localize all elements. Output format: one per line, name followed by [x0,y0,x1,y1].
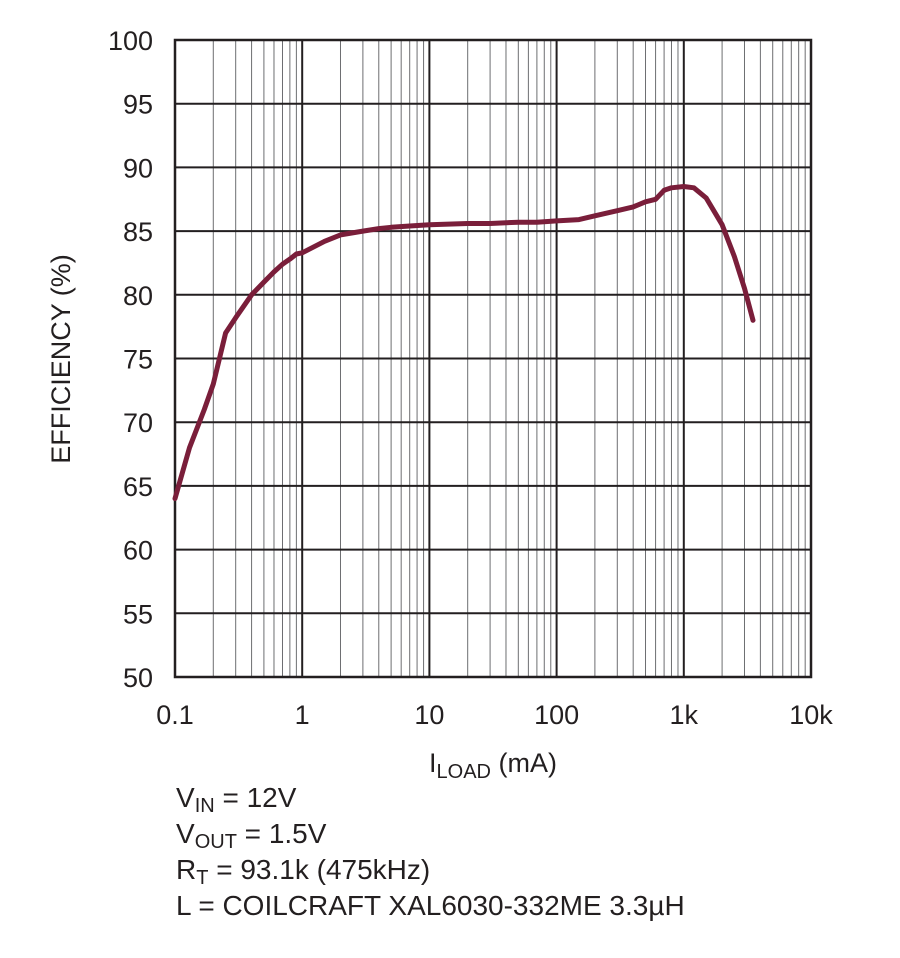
condition-vin: VIN = 12V [176,782,297,817]
y-tick-labels: 50 55 60 65 70 75 80 85 90 95 100 [108,26,153,693]
x-axis-label: ILOAD (mA) [429,748,557,780]
y-tick-label: 80 [123,281,153,311]
x-tick-labels: 0.1 1 10 100 1k 10k [156,700,833,730]
x-tick-label: 10k [789,700,833,730]
x-axis-label-rest: (mA) [491,748,557,778]
y-tick-label: 85 [123,217,153,247]
y-tick-label: 60 [123,536,153,566]
y-tick-label: 95 [123,90,153,120]
condition-rt: RT = 93.1k (475kHz) [176,854,431,889]
y-tick-label: 65 [123,472,153,502]
test-conditions: VIN = 12V VOUT = 1.5V RT = 93.1k (475kHz… [176,780,685,924]
plot-frame [173,38,813,679]
x-tick-label: 100 [534,700,579,730]
x-axis-label-sub: LOAD [437,761,491,780]
x-tick-label: 1 [295,700,310,730]
efficiency-curve [172,184,756,502]
y-tick-label: 70 [123,408,153,438]
x-tick-label: 10 [414,700,444,730]
y-tick-label: 75 [123,345,153,375]
condition-inductor: L = COILCRAFT XAL6030-332ME 3.3µH [176,890,685,921]
x-tick-label: 0.1 [156,700,194,730]
x-axis-label-main: I [429,748,437,778]
series-layer [172,184,756,502]
condition-vout: VOUT = 1.5V [176,818,327,853]
y-tick-label: 55 [123,599,153,629]
efficiency-chart: 50 55 60 65 70 75 80 85 90 95 100 0.1 1 10 100 1k 10k E… [46,26,833,780]
y-tick-label: 50 [123,663,153,693]
y-axis-label: EFFICIENCY (%) [46,254,76,464]
major-gridlines [174,39,812,678]
x-tick-label: 1k [670,700,699,730]
y-tick-label: 100 [108,26,153,56]
y-tick-label: 90 [123,153,153,183]
